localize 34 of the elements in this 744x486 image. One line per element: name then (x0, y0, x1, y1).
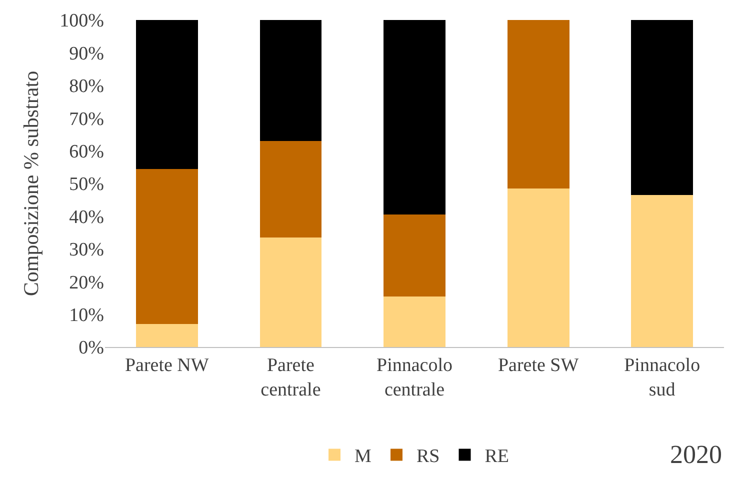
y-tick-label: 0% (78, 338, 104, 359)
legend-label: RE (484, 446, 510, 468)
y-tick-label: 50% (69, 174, 104, 196)
bar (631, 20, 694, 195)
legend-label: RS (416, 446, 440, 468)
bar (136, 324, 198, 347)
bar (260, 237, 322, 347)
y-tick-label: 100% (60, 10, 104, 32)
y-tick-label: 30% (69, 240, 104, 261)
y-tick-label: 70% (69, 108, 104, 130)
y-tick-label: 80% (69, 76, 104, 98)
x-tick-label: Parete centrale (260, 354, 321, 400)
legend-label: M (354, 446, 372, 468)
y-tick-label: 10% (69, 304, 104, 326)
x-tick-label: Pinnacolo centrale (376, 354, 452, 400)
bar (384, 20, 446, 215)
y-axis-title: Composizione % substrato (18, 70, 43, 296)
x-tick-label: Parete SW (498, 354, 579, 376)
bar (136, 168, 198, 324)
y-tick-label: 20% (69, 272, 104, 294)
bar (507, 20, 570, 188)
x-tick-label: Pinnacolo sud (624, 354, 700, 400)
bar (631, 194, 694, 347)
bar (384, 296, 446, 347)
bar (384, 214, 446, 296)
bar (136, 20, 198, 169)
text: 2020 (670, 440, 722, 469)
x-tick-label: Parete NW (124, 354, 209, 376)
bar (260, 20, 322, 141)
y-tick-label: 90% (69, 43, 104, 64)
bar (507, 188, 570, 347)
y-tick-label: 60% (69, 141, 104, 162)
bar (260, 140, 322, 238)
y-tick-label: 40% (69, 206, 104, 228)
